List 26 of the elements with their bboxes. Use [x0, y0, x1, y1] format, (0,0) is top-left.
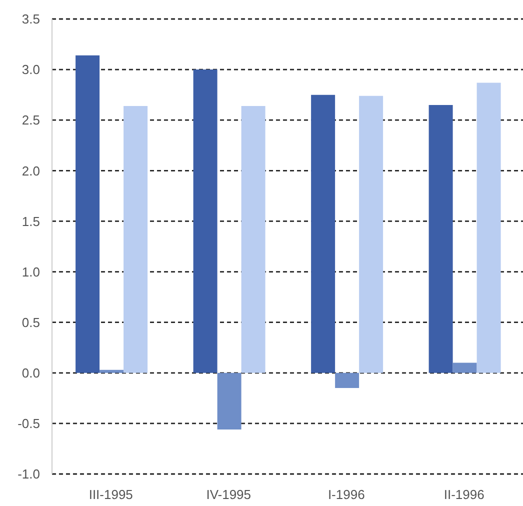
bar	[217, 372, 242, 430]
bar	[100, 370, 124, 373]
bar	[124, 106, 148, 373]
y-tick-label: 3.5	[22, 12, 40, 27]
y-tick-label: 1.5	[22, 214, 40, 229]
y-tick-label: 1.0	[22, 264, 40, 280]
bar	[428, 104, 453, 373]
y-tick-label: 2.5	[22, 112, 40, 128]
bar	[193, 70, 218, 373]
y-tick-label: 0.5	[22, 314, 40, 330]
bar	[476, 82, 501, 373]
bar	[76, 55, 100, 373]
bar	[311, 94, 336, 373]
y-tick-label: -1.0	[18, 466, 40, 482]
bar	[452, 362, 477, 373]
bar	[241, 106, 266, 373]
x-tick-label: II-1996	[444, 487, 484, 502]
x-tick-label: IV-1995	[206, 487, 252, 502]
y-tick-label: 2.0	[22, 163, 40, 178]
y-tick-label: -0.5	[18, 416, 40, 432]
bar	[335, 372, 360, 388]
y-tick-label: 3.0	[22, 62, 40, 78]
bar	[359, 96, 384, 373]
x-tick-label: III-1995	[88, 487, 133, 502]
y-tick-label: 0.0	[22, 366, 40, 381]
x-tick-label: I-1996	[328, 487, 365, 502]
